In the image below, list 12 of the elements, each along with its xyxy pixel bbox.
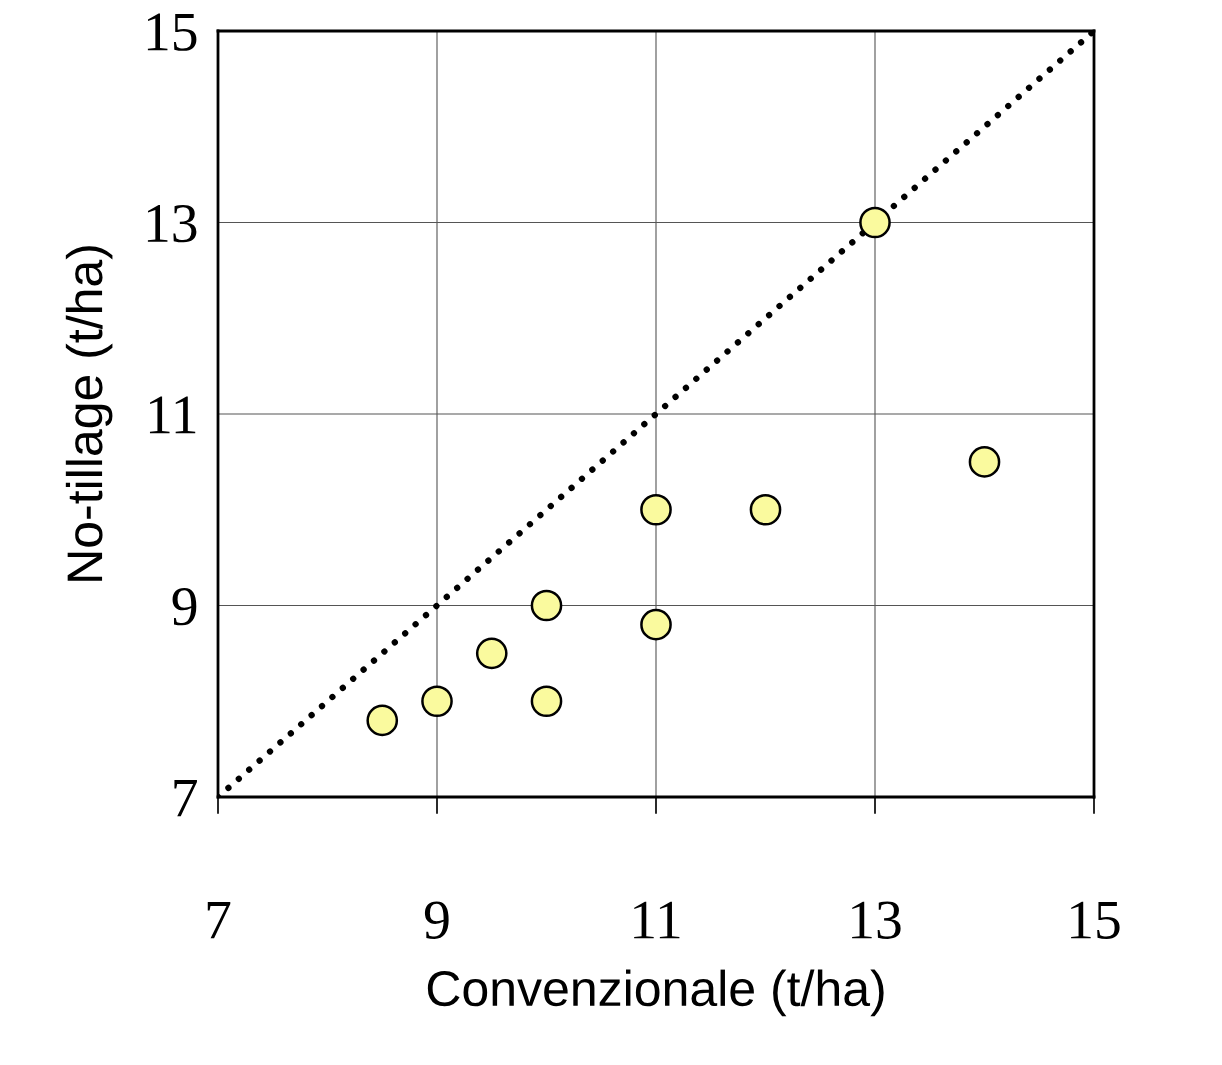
y-tick-label: 13 <box>147 204 197 243</box>
x-tick-label: 11 <box>634 901 680 939</box>
y-tick-label: 11 <box>149 396 196 434</box>
y-axis-title: No-tillage (t/ha) <box>65 246 113 581</box>
y-tick-label: 9 <box>172 587 197 626</box>
x-tick-label: 15 <box>1071 901 1120 939</box>
x-tick-label: 13 <box>852 901 901 939</box>
x-axis-title: Convenzionale (t/ha) <box>427 969 884 1017</box>
y-tick-label: 7 <box>174 779 197 817</box>
x-tick-label: 9 <box>424 901 449 939</box>
y-tick-label: 15 <box>147 13 197 51</box>
x-tick-label: 7 <box>207 901 231 939</box>
